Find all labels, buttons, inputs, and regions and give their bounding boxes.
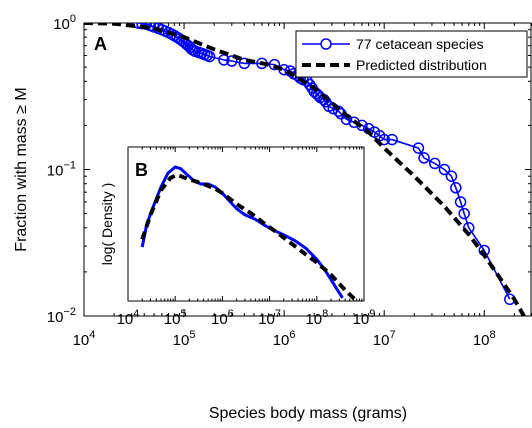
panel-b: 104 105 106 107 108 109 log( Density ) B — [99, 146, 376, 328]
observed-data-point — [226, 55, 238, 67]
x-tick-label: 105 — [173, 329, 196, 349]
observed-data-point — [412, 142, 425, 154]
inset-y-axis-label: log( Density ) — [99, 183, 115, 265]
legend-box — [295, 30, 528, 78]
observed-data-point — [458, 207, 470, 220]
legend-observed-label: 77 cetacean species — [356, 36, 484, 52]
x-tick-label: 106 — [273, 329, 296, 349]
y-tick-label: 10−1 — [47, 160, 76, 180]
legend: 77 cetacean species Predicted distributio… — [295, 30, 528, 78]
x-tick-label: 104 — [73, 329, 96, 349]
panel-b-ticks — [127, 147, 365, 301]
observed-data-point — [268, 58, 281, 71]
y-tick-label: 10−2 — [47, 306, 76, 326]
inset-x-tick-label: 106 — [211, 308, 234, 328]
observed-data-point — [454, 196, 467, 208]
y-tick-label: 100 — [53, 13, 76, 33]
observed-data-point — [378, 133, 390, 146]
observed-data-point — [418, 152, 430, 164]
inset-x-tick-label: 105 — [164, 308, 187, 328]
panel-a-label: A — [94, 34, 107, 54]
observed-data-point — [386, 133, 398, 146]
observed-data-point — [428, 157, 441, 170]
x-tick-label: 107 — [373, 329, 396, 349]
legend-predicted-label: Predicted distribution — [356, 57, 487, 73]
inset-x-tick-label: 109 — [353, 308, 376, 328]
observed-data-point — [445, 170, 458, 182]
legend-observed-marker — [320, 38, 332, 50]
observed-data-point — [238, 57, 251, 70]
x-tick-label: 108 — [473, 329, 496, 349]
panel-b-label: B — [135, 160, 148, 180]
observed-data-point — [438, 163, 451, 176]
inset-predicted-density — [140, 172, 359, 301]
y-axis-label: Fraction with mass ≥ M — [13, 87, 30, 251]
inset-x-tick-label: 107 — [258, 308, 281, 328]
x-axis-label: Species body mass (grams) — [209, 405, 407, 422]
observed-data-point — [203, 50, 216, 63]
inset-x-tick-label: 104 — [117, 308, 140, 328]
inset-x-tick-label: 108 — [305, 308, 328, 328]
observed-data-point — [450, 182, 462, 194]
